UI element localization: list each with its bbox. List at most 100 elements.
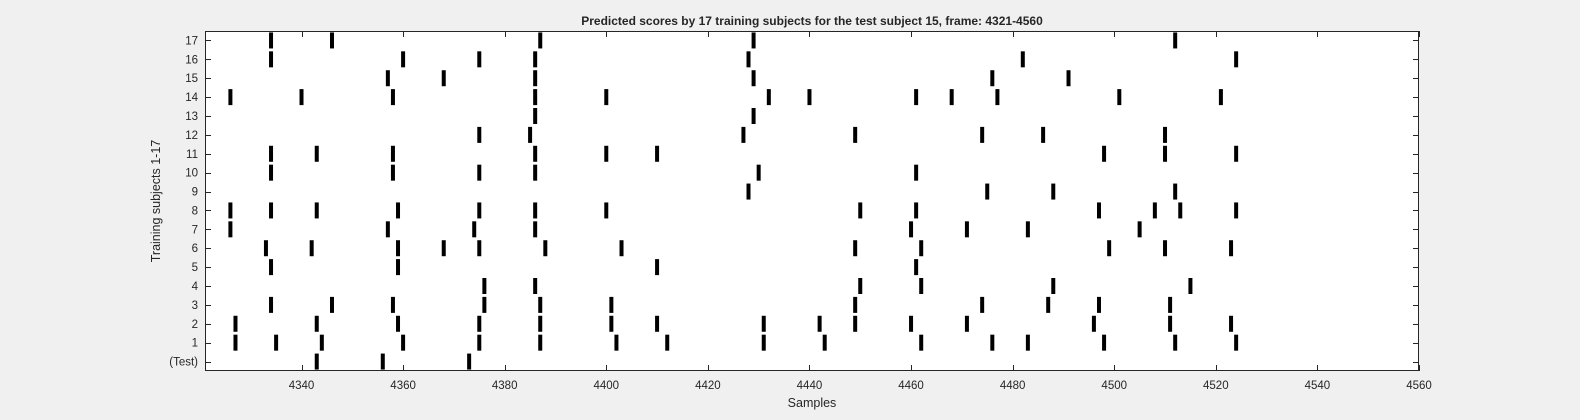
score-mark [909, 221, 914, 238]
score-mark [477, 164, 482, 181]
score-mark [538, 315, 543, 332]
score-mark [533, 164, 538, 181]
score-mark [1163, 126, 1168, 143]
y-tick-label: 9 [192, 187, 198, 199]
score-mark [477, 315, 482, 332]
score-mark [751, 108, 756, 124]
score-mark [1152, 202, 1157, 219]
score-mark [1229, 240, 1234, 257]
score-mark [390, 145, 395, 162]
score-mark [329, 296, 334, 313]
y-tick-label: 12 [185, 130, 198, 142]
score-mark [751, 70, 756, 87]
score-mark [756, 164, 761, 181]
score-mark [1163, 145, 1168, 162]
score-mark [1234, 51, 1239, 68]
y-tick-label: 17 [185, 35, 198, 47]
score-mark [746, 183, 751, 200]
y-tick-label: 15 [185, 73, 198, 85]
score-mark [914, 89, 919, 106]
score-mark [228, 202, 233, 219]
y-axis-label: Training subjects 1-17 [149, 140, 163, 263]
score-mark [319, 334, 324, 351]
x-tick-label: 4340 [289, 380, 315, 392]
score-mark [1137, 221, 1142, 238]
score-mark [477, 334, 482, 351]
score-mark [263, 240, 268, 257]
score-mark [533, 221, 538, 238]
score-mark [751, 32, 756, 49]
score-mark [980, 296, 985, 313]
score-mark [390, 89, 395, 106]
score-mark [822, 334, 827, 351]
score-mark [269, 145, 274, 162]
score-mark [533, 70, 538, 87]
score-mark [1102, 145, 1107, 162]
score-mark [1066, 70, 1071, 87]
score-mark [853, 315, 858, 332]
score-mark [314, 145, 319, 162]
score-mark [1041, 126, 1046, 143]
score-mark [1188, 278, 1193, 294]
x-tick-label: 4560 [1406, 380, 1432, 392]
score-mark [919, 240, 924, 257]
y-tick-label: 13 [185, 111, 198, 123]
x-tick-label: 4460 [898, 380, 924, 392]
score-mark [985, 183, 990, 200]
score-mark [1178, 202, 1183, 219]
score-mark [269, 202, 274, 219]
score-mark [1096, 202, 1101, 219]
score-mark [477, 126, 482, 143]
score-mark [269, 32, 274, 49]
score-mark [609, 315, 614, 332]
x-tick-label: 4540 [1305, 380, 1331, 392]
score-mark [401, 334, 406, 351]
score-mark [614, 334, 619, 351]
score-mark [949, 89, 954, 106]
x-tick-label: 4400 [593, 380, 619, 392]
score-mark [1229, 315, 1234, 332]
score-mark [914, 164, 919, 181]
score-mark [909, 315, 914, 332]
score-mark [858, 278, 863, 294]
score-mark [741, 126, 746, 143]
score-mark [807, 89, 812, 106]
score-mark [269, 51, 274, 68]
score-mark [858, 202, 863, 219]
score-mark [919, 278, 924, 294]
y-tick-label: (Test) [169, 357, 198, 369]
x-tick-label: 4500 [1101, 380, 1127, 392]
x-tick-label: 4380 [492, 380, 518, 392]
y-tick-label: 10 [185, 168, 198, 180]
score-mark [1096, 296, 1101, 313]
score-mark [538, 296, 543, 313]
score-mark [609, 296, 614, 313]
score-mark [472, 221, 477, 238]
score-mark [533, 145, 538, 162]
chart-marks [228, 32, 1239, 370]
score-mark [1173, 32, 1178, 49]
score-mark [1025, 221, 1030, 238]
score-mark [655, 259, 660, 276]
y-tick-label: 6 [192, 243, 198, 255]
score-mark [1173, 183, 1178, 200]
score-mark [233, 315, 238, 332]
score-mark [533, 51, 538, 68]
score-mark [1091, 315, 1096, 332]
score-mark [314, 202, 319, 219]
plot-area [205, 31, 1419, 371]
score-mark [1051, 183, 1056, 200]
score-mark [390, 296, 395, 313]
score-mark [990, 334, 995, 351]
y-tick-label: 3 [192, 300, 198, 312]
score-mark [1218, 89, 1223, 106]
score-mark [995, 89, 1000, 106]
score-mark [538, 32, 543, 49]
score-mark [766, 89, 771, 106]
score-mark [1020, 51, 1025, 68]
score-mark [1168, 315, 1173, 332]
x-tick-label: 4360 [390, 380, 416, 392]
score-mark [990, 70, 995, 87]
